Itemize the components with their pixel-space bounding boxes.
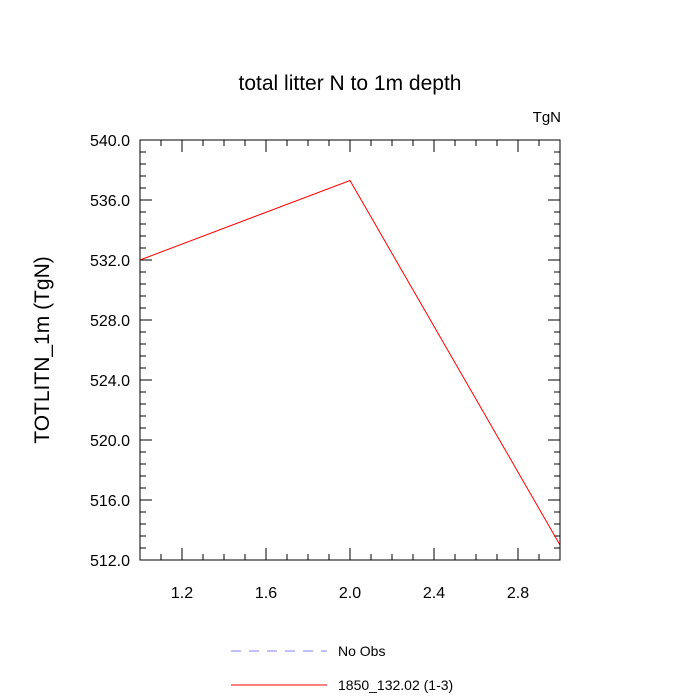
y-tick-label: 524.0 (90, 373, 130, 390)
legend-label-1: No Obs (338, 643, 385, 659)
legend-label-2: 1850_132.02 (1-3) (338, 677, 453, 693)
y-tick-label: 520.0 (90, 433, 130, 450)
x-tick-label: 2.8 (507, 585, 529, 602)
series-line-2 (139, 179, 561, 546)
units-label: TgN (533, 109, 561, 126)
x-tick-label: 2.4 (423, 585, 445, 602)
series-layer (139, 179, 561, 546)
plot-frame (139, 139, 561, 561)
x-tick-label: 1.6 (255, 585, 277, 602)
ticks-layer: 512.0 516.0 520.0 524.0 528.0 532.0 536.0 540.0… (90, 133, 560, 602)
x-tick-label: 2.0 (339, 585, 361, 602)
y-tick-label: 536.0 (90, 193, 130, 210)
legend: No Obs 1850_132.02 (1-3) (231, 643, 453, 693)
x-tick-label: 1.2 (171, 585, 193, 602)
chart-title: total litter N to 1m depth (239, 72, 462, 95)
y-tick-label: 540.0 (90, 133, 130, 150)
y-tick-label: 516.0 (90, 493, 130, 510)
y-axis-title: TOTLITN_1m (TgN) (31, 256, 54, 443)
y-tick-label: 528.0 (90, 313, 130, 330)
y-tick-label: 512.0 (90, 553, 130, 570)
y-tick-label: 532.0 (90, 253, 130, 270)
